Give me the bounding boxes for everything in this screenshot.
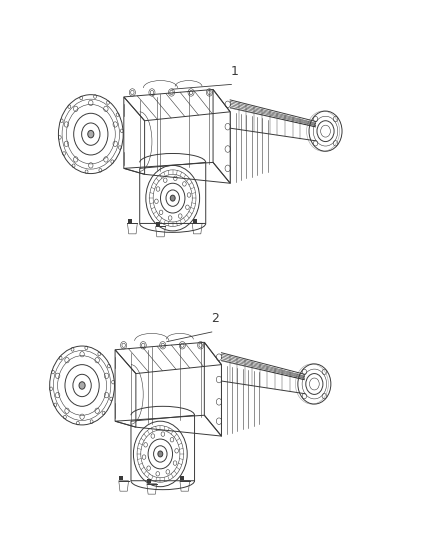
Circle shape: [79, 382, 85, 389]
Bar: [193, 219, 197, 223]
Circle shape: [170, 195, 175, 201]
Bar: [180, 477, 184, 480]
Circle shape: [158, 451, 163, 457]
Bar: [120, 477, 123, 480]
Circle shape: [88, 131, 94, 138]
Bar: [148, 479, 151, 483]
Text: 2: 2: [211, 312, 219, 325]
Bar: [128, 219, 132, 223]
Text: 1: 1: [230, 65, 238, 78]
Bar: [156, 222, 160, 225]
